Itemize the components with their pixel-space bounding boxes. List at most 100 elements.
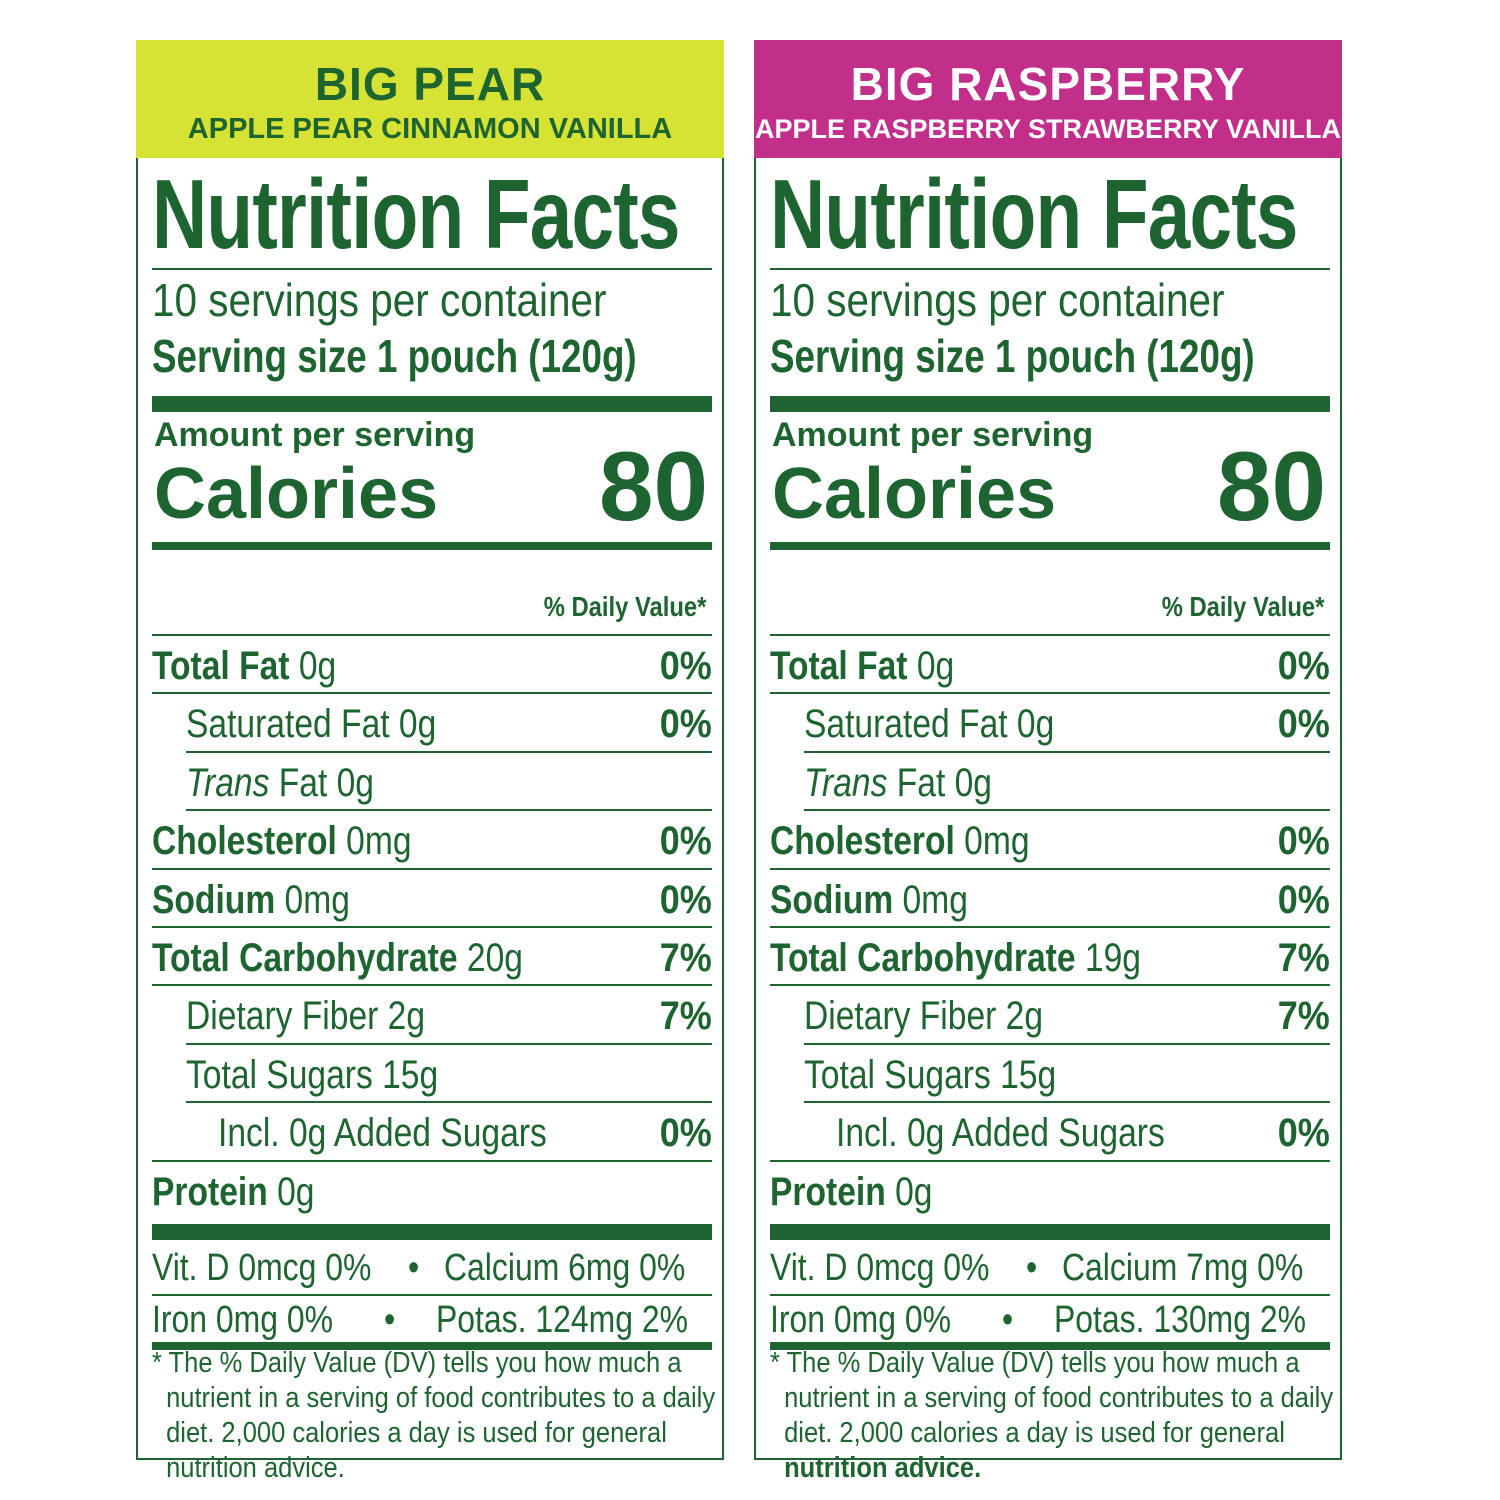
daily-value-percent: 7% xyxy=(1277,936,1330,980)
nutrient-row-saturated-fat: Saturated Fat 0g 0% xyxy=(770,694,1330,752)
nutrient-label: Protein xyxy=(770,1169,886,1214)
nutrient-label: Total Fat xyxy=(770,644,908,688)
nutrient-label: Dietary Fiber 2g xyxy=(804,994,1044,1039)
potassium: Potas. 130mg 2% xyxy=(1054,1299,1306,1341)
calories-label: Calories xyxy=(154,454,439,534)
footnote-line: diet. 2,000 calories a day is used for g… xyxy=(166,1417,667,1449)
nutrient-label: Saturated Fat 0g xyxy=(804,702,1055,747)
row-divider xyxy=(152,867,712,870)
nutrient-amount: Fat 0g xyxy=(887,760,992,805)
row-divider xyxy=(770,984,1330,987)
row-divider xyxy=(804,1042,1330,1045)
nutrient-label: Sodium xyxy=(770,877,894,922)
nutrient-label: Incl. 0g Added Sugars xyxy=(836,1111,1165,1156)
nutrient-name: Sodium 0mg xyxy=(152,878,350,922)
nutrient-amount: 0mg xyxy=(275,877,350,922)
amount-per-serving: Amount per serving xyxy=(154,416,476,454)
nutrient-row-total-carbohydrate: Total Carbohydrate 19g 7% xyxy=(770,928,1330,986)
nutrient-row-sodium: Sodium 0mg 0% xyxy=(770,870,1330,928)
daily-value-percent: 7% xyxy=(1277,994,1330,1039)
nutrition-label-big-pear: BIG PEAR APPLE PEAR CINNAMON VANILLA Nut… xyxy=(136,40,724,1484)
row-divider xyxy=(804,750,1330,753)
row-divider xyxy=(152,984,712,987)
potassium: Potas. 124mg 2% xyxy=(436,1299,688,1341)
nutrient-amount: 0mg xyxy=(893,877,968,922)
nutrient-label: Trans xyxy=(804,760,888,805)
row-divider xyxy=(186,1042,712,1045)
nutrition-label-big-raspberry: BIG RASPBERRY APPLE RASPBERRY STRAWBERRY… xyxy=(754,40,1342,1484)
daily-value-footnote: * The % Daily Value (DV) tells you how m… xyxy=(152,1346,715,1486)
nutrient-label: Saturated Fat 0g xyxy=(186,702,437,747)
nutrient-name: Total Sugars 15g xyxy=(186,1053,438,1097)
nutrient-label: Protein xyxy=(152,1169,268,1214)
nutrient-name: Protein 0g xyxy=(770,1170,932,1214)
bullet: • xyxy=(1002,1299,1014,1341)
nutrient-name: Total Carbohydrate 19g xyxy=(770,936,1141,980)
daily-value-percent: 0% xyxy=(1277,877,1330,922)
product-flavor: APPLE RASPBERRY STRAWBERRY VANILLA xyxy=(754,114,1342,144)
servings-per-container: 10 servings per container xyxy=(152,274,607,326)
product-banner: BIG RASPBERRY APPLE RASPBERRY STRAWBERRY… xyxy=(754,40,1342,158)
vitamin-d: Vit. D 0mcg 0% xyxy=(152,1247,372,1289)
nutrient-row-sodium: Sodium 0mg 0% xyxy=(152,870,712,928)
nutrient-name: Incl. 0g Added Sugars xyxy=(218,1111,547,1155)
medium-divider xyxy=(152,542,712,550)
serving-size: Serving size 1 pouch (120g) xyxy=(770,330,1255,382)
nutrient-label: Sodium xyxy=(152,877,276,922)
row-divider xyxy=(152,692,712,695)
footnote-line: nutrition advice. xyxy=(784,1452,982,1484)
medium-divider xyxy=(770,542,1330,550)
amount-per-serving: Amount per serving xyxy=(772,416,1094,454)
nutrient-row-added-sugars: Incl. 0g Added Sugars 0% xyxy=(770,1103,1330,1161)
nutrient-name: Protein 0g xyxy=(152,1170,314,1214)
medium-divider xyxy=(770,1342,1330,1350)
divider xyxy=(152,268,712,270)
footnote-line: diet. 2,000 calories a day is used for g… xyxy=(784,1417,1285,1449)
iron: Iron 0mg 0% xyxy=(770,1299,951,1341)
nutrient-name: Total Fat 0g xyxy=(770,644,954,688)
daily-value-percent: 0% xyxy=(659,1111,712,1156)
nutrient-amount: 0mg xyxy=(954,819,1030,864)
nutrient-label: Total Sugars 15g xyxy=(804,1052,1057,1097)
daily-value-percent: 0% xyxy=(1277,1111,1330,1156)
daily-value-percent: 0% xyxy=(659,877,712,922)
iron: Iron 0mg 0% xyxy=(152,1299,333,1341)
product-name: BIG RASPBERRY xyxy=(850,58,1246,110)
footnote-line: * The % Daily Value (DV) tells you how m… xyxy=(152,1347,682,1379)
nutrient-name: Saturated Fat 0g xyxy=(804,702,1054,746)
nutrient-label: Cholesterol xyxy=(152,819,337,864)
calcium: Calcium 6mg 0% xyxy=(444,1247,686,1289)
nutrient-row-total-carbohydrate: Total Carbohydrate 20g 7% xyxy=(152,928,712,986)
daily-value-percent: 7% xyxy=(659,994,712,1039)
daily-value-footnote: * The % Daily Value (DV) tells you how m… xyxy=(770,1346,1333,1486)
nutrient-label: Cholesterol xyxy=(770,819,955,864)
row-divider xyxy=(152,1159,712,1162)
daily-value-header: % Daily Value* xyxy=(543,591,706,622)
nutrient-name: Cholesterol 0mg xyxy=(770,819,1030,863)
serving-size: Serving size 1 pouch (120g) xyxy=(152,330,637,382)
daily-value-percent: 0% xyxy=(1277,702,1330,747)
nutrient-row-cholesterol: Cholesterol 0mg 0% xyxy=(152,811,712,869)
nutrient-row-protein: Protein 0g xyxy=(770,1162,1330,1220)
nutrient-amount: 0g xyxy=(907,644,955,688)
daily-value-percent: 0% xyxy=(1277,644,1330,688)
nutrition-facts-title: Nutrition Facts xyxy=(152,159,680,269)
nutrient-amount: 19g xyxy=(1075,936,1141,980)
divider xyxy=(770,268,1330,270)
nutrient-amount: 0mg xyxy=(336,819,412,864)
nutrient-name: Trans Fat 0g xyxy=(804,761,992,805)
nutrient-label: Total Sugars 15g xyxy=(186,1052,439,1097)
nutrient-amount: 20g xyxy=(457,936,523,980)
nutrient-amount: Fat 0g xyxy=(269,760,374,805)
daily-value-percent: 0% xyxy=(659,644,712,688)
row-divider xyxy=(152,926,712,928)
row-divider xyxy=(186,750,712,753)
nutrient-name: Trans Fat 0g xyxy=(186,761,374,805)
row-divider xyxy=(770,867,1330,870)
nutrient-name: Sodium 0mg xyxy=(770,878,968,922)
product-flavor: APPLE PEAR CINNAMON VANILLA xyxy=(187,113,673,145)
row-divider xyxy=(770,926,1330,928)
product-banner: BIG PEAR APPLE PEAR CINNAMON VANILLA xyxy=(136,40,724,158)
nutrient-row-total-fat: Total Fat 0g 0% xyxy=(770,636,1330,694)
nutrient-name: Dietary Fiber 2g xyxy=(804,994,1043,1038)
